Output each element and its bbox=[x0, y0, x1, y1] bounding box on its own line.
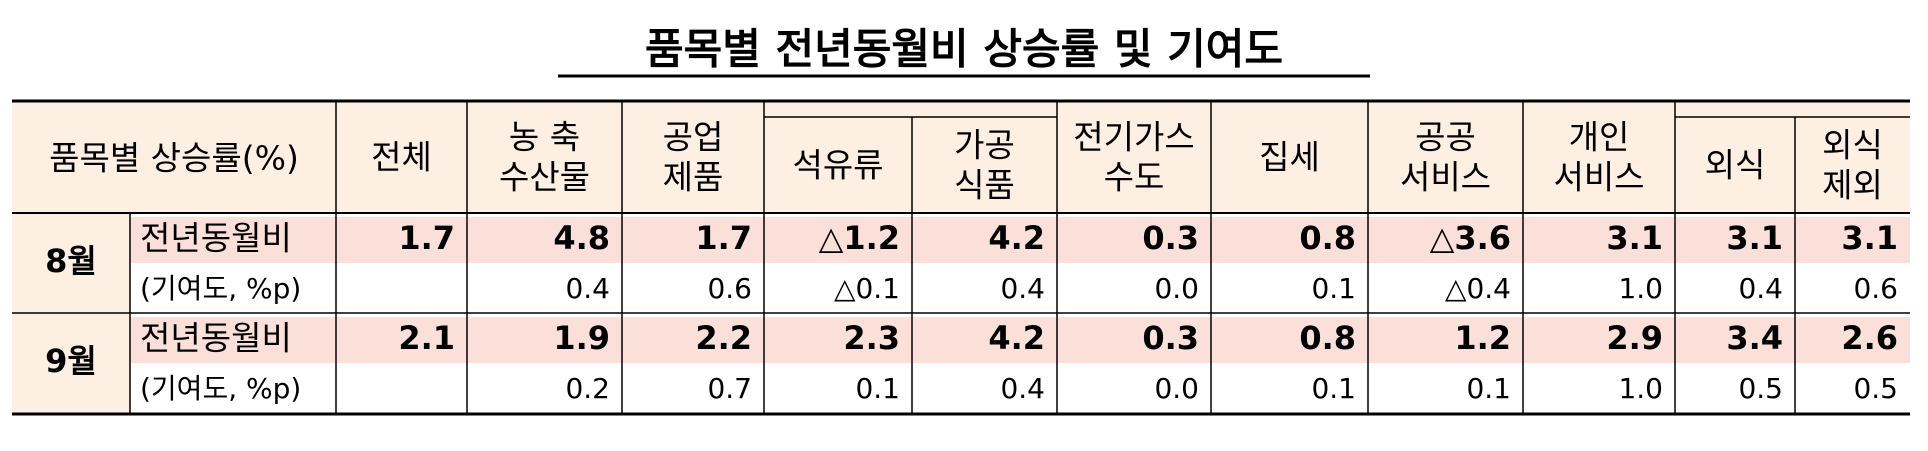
cell-value: 1.7 bbox=[695, 219, 752, 257]
cell-value: 0.6 bbox=[1853, 272, 1898, 305]
cell-value: △0.4 bbox=[1445, 272, 1511, 305]
cell-value: 0.4 bbox=[1000, 272, 1045, 305]
cell-value: 0.1 bbox=[855, 372, 900, 405]
column-header: 외식 bbox=[1705, 146, 1766, 185]
cell-value: 2.9 bbox=[1606, 319, 1663, 357]
cell-value: 3.1 bbox=[1606, 219, 1663, 257]
cell-value: 0.4 bbox=[1000, 372, 1045, 405]
column-header: 수산물 bbox=[499, 158, 590, 197]
cell-value: 1.7 bbox=[398, 219, 455, 257]
row-header: 품목별 상승률(%) bbox=[49, 139, 299, 178]
cell-value: 0.0 bbox=[1154, 272, 1199, 305]
cell-value: 1.2 bbox=[1454, 319, 1511, 357]
row-bg bbox=[130, 217, 1910, 263]
cell-value: 2.6 bbox=[1841, 319, 1898, 357]
cell-value: 0.8 bbox=[1299, 219, 1356, 257]
cell-value: 0.8 bbox=[1299, 319, 1356, 357]
cell-value: 0.3 bbox=[1142, 219, 1199, 257]
column-header: 제외 bbox=[1822, 166, 1883, 205]
cell-value: 1.9 bbox=[553, 319, 610, 357]
cell-value: 2.1 bbox=[398, 319, 455, 357]
cell-value: 0.7 bbox=[707, 372, 752, 405]
cell-value: 0.6 bbox=[707, 272, 752, 305]
row-label: (기여도, %p) bbox=[140, 372, 301, 405]
column-header: 전체 bbox=[371, 138, 432, 177]
cell-value: 0.1 bbox=[1466, 372, 1511, 405]
column-header: 서비스 bbox=[1400, 158, 1491, 197]
cell-value: 0.2 bbox=[565, 372, 610, 405]
column-header: 전기가스 bbox=[1073, 118, 1194, 157]
cell-value: △1.2 bbox=[819, 219, 900, 257]
cell-value: 4.8 bbox=[553, 219, 610, 257]
column-header: 농 축 bbox=[509, 118, 580, 157]
column-header: 외식 bbox=[1822, 126, 1883, 165]
cell-value: 2.2 bbox=[695, 319, 752, 357]
cell-value: 0.4 bbox=[565, 272, 610, 305]
month-bg bbox=[12, 213, 130, 313]
column-header: 개인 bbox=[1569, 118, 1630, 157]
row-label: 전년동월비 bbox=[140, 319, 292, 358]
month-label: 9월 bbox=[45, 342, 97, 380]
column-header: 공업 bbox=[663, 118, 724, 157]
row-label: 전년동월비 bbox=[140, 219, 292, 258]
cell-value: 2.3 bbox=[843, 319, 900, 357]
cell-value: 4.2 bbox=[988, 319, 1045, 357]
cell-value: 4.2 bbox=[988, 219, 1045, 257]
cell-value: 0.0 bbox=[1154, 372, 1199, 405]
title: 품목별 전년동월비 상승률 및 기여도 bbox=[645, 25, 1283, 74]
row-label: (기여도, %p) bbox=[140, 272, 301, 305]
cell-value: 3.1 bbox=[1726, 219, 1783, 257]
column-header: 수도 bbox=[1104, 158, 1165, 197]
column-header: 집세 bbox=[1259, 138, 1320, 177]
cell-value: △3.6 bbox=[1430, 219, 1511, 257]
cell-value: △0.1 bbox=[834, 272, 900, 305]
cell-value: 0.5 bbox=[1738, 372, 1783, 405]
cell-value: 0.5 bbox=[1853, 372, 1898, 405]
column-header: 제품 bbox=[663, 158, 724, 197]
cell-value: 0.1 bbox=[1311, 372, 1356, 405]
cell-value: 0.3 bbox=[1142, 319, 1199, 357]
column-header: 서비스 bbox=[1553, 158, 1644, 197]
header-bg bbox=[12, 101, 1910, 213]
column-header: 가공 bbox=[954, 126, 1015, 165]
month-bg bbox=[12, 313, 130, 413]
column-header: 공공 bbox=[1415, 118, 1476, 157]
cell-value: 0.1 bbox=[1311, 272, 1356, 305]
cell-value: 3.1 bbox=[1841, 219, 1898, 257]
column-header: 석유류 bbox=[792, 146, 883, 185]
cell-value: 0.4 bbox=[1738, 272, 1783, 305]
cell-value: 3.4 bbox=[1726, 319, 1783, 357]
row-bg bbox=[130, 317, 1910, 363]
cell-value: 1.0 bbox=[1618, 272, 1663, 305]
month-label: 8월 bbox=[45, 242, 97, 280]
cell-value: 1.0 bbox=[1618, 372, 1663, 405]
column-header: 식품 bbox=[954, 166, 1015, 205]
